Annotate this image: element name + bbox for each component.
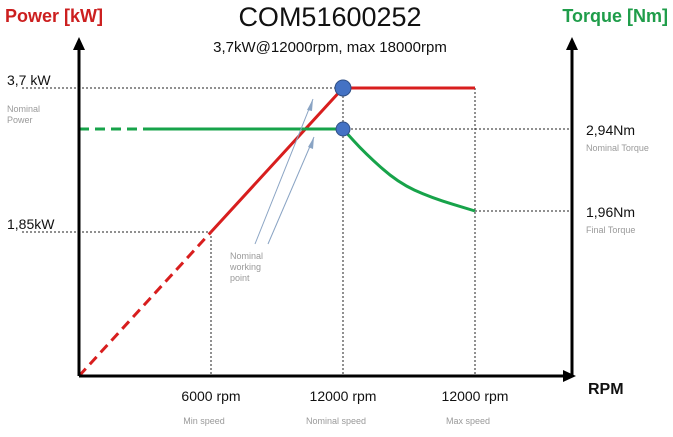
markers-layer xyxy=(334,79,352,137)
x-tick-note: Min speed xyxy=(183,416,225,426)
x-axis-arrow xyxy=(563,370,576,382)
power-nominal-marker xyxy=(334,79,352,97)
right-tick-label: 2,94Nm xyxy=(586,122,635,138)
left-tick-label: 1,85kW xyxy=(7,216,55,232)
x-axis-label: RPM xyxy=(588,381,624,398)
annotation-pointers xyxy=(254,98,315,245)
left-axis-arrow xyxy=(73,37,85,50)
x-tick-label: 12000 rpm xyxy=(310,388,377,404)
annotation-pointer xyxy=(267,136,315,245)
chart-subtitle: 3,7kW@12000rpm, max 18000rpm xyxy=(213,39,447,56)
right-axis-arrow xyxy=(566,37,578,50)
guide-lines xyxy=(22,87,572,376)
x-tick-label: 6000 rpm xyxy=(181,388,240,404)
annotation-line: Nominal xyxy=(230,251,263,261)
annotation-line: working xyxy=(229,262,261,272)
power-series-dashed xyxy=(77,230,213,378)
right-tick-note: Final Torque xyxy=(586,225,635,235)
chart-title: COM51600252 xyxy=(238,2,421,32)
left-tick-note: Power xyxy=(7,115,33,125)
annotation-line: point xyxy=(230,273,250,283)
annotation-arrowhead xyxy=(307,99,313,111)
right-axis-label: Torque [Nm] xyxy=(562,6,668,26)
left-tick-note: Nominal xyxy=(7,104,40,114)
right-tick-label: 1,96Nm xyxy=(586,204,635,220)
annotation-pointer xyxy=(254,98,314,245)
x-tick-label: 12000 rpm xyxy=(442,388,509,404)
right-tick-note: Nominal Torque xyxy=(586,143,649,153)
annotation-arrowhead xyxy=(308,137,314,149)
torque-nominal-marker xyxy=(335,121,351,137)
x-tick-note: Max speed xyxy=(446,416,490,426)
left-axis-label: Power [kW] xyxy=(5,6,103,26)
left-tick-label: 3,7 kW xyxy=(7,72,51,88)
x-tick-note: Nominal speed xyxy=(306,416,366,426)
annotation-text: Nominal working point xyxy=(229,251,266,283)
torque-series-line xyxy=(145,127,476,213)
